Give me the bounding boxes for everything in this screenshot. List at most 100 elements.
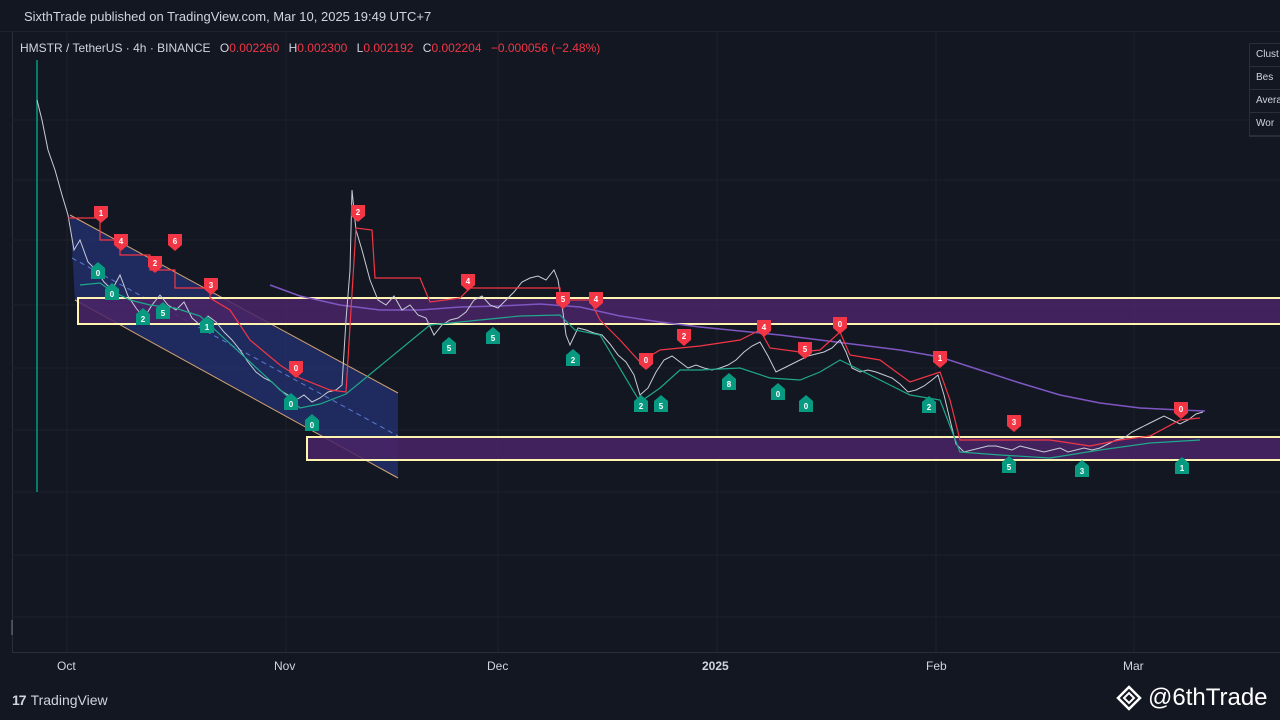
sell-marker: 3 — [1007, 415, 1021, 432]
sell-marker-label: 5 — [803, 345, 808, 354]
buy-marker-label: 0 — [289, 400, 294, 409]
cluster-stats-table: Clust Bes Avera Wor — [1249, 43, 1280, 137]
low-value: 0.002192 — [363, 41, 414, 55]
low-label: L — [356, 41, 364, 55]
sell-marker-label: 0 — [294, 364, 299, 373]
buy-marker: 8 — [722, 373, 736, 390]
buy-marker: 0 — [771, 383, 785, 400]
tradingview-logo[interactable]: 17 TradingView — [12, 692, 108, 708]
sell-marker: 4 — [589, 292, 603, 309]
sell-signal-markers: 1 4 6 2 3 0 2 4 5 4 0 2 4 5 0 1 3 0 — [94, 205, 1188, 432]
sell-marker-label: 3 — [1012, 418, 1017, 427]
buy-marker-label: 8 — [727, 380, 732, 389]
sell-marker-label: 0 — [644, 356, 649, 365]
publish-info: SixthTrade published on TradingView.com,… — [24, 9, 432, 24]
stats-row: Wor — [1250, 113, 1280, 136]
footer: 17 TradingView @6thTrade — [0, 680, 1280, 720]
stats-row: Clust — [1250, 44, 1280, 67]
buy-marker: 0 — [105, 283, 119, 300]
sell-marker: 5 — [556, 292, 570, 309]
sell-marker: 1 — [933, 351, 947, 368]
buy-marker-label: 5 — [659, 402, 664, 411]
open-value: 0.002260 — [229, 41, 280, 55]
time-axis[interactable]: Oct Nov Dec 2025 Feb Mar — [12, 652, 1280, 681]
buy-marker: 2 — [566, 349, 580, 366]
moving-average-line — [269, 284, 1206, 412]
buy-marker-label: 5 — [491, 334, 496, 343]
sell-marker: 5 — [798, 342, 812, 359]
sell-marker: 0 — [1174, 402, 1188, 419]
close-value: 0.002204 — [431, 41, 482, 55]
time-axis-label: Feb — [926, 659, 947, 673]
price-line — [36, 99, 1204, 453]
time-axis-label: Oct — [57, 659, 76, 673]
tradingview-brand-text: TradingView — [30, 692, 108, 708]
sell-marker-label: 4 — [594, 295, 599, 304]
stats-row: Avera — [1250, 90, 1280, 113]
sell-marker: 4 — [757, 320, 771, 337]
top-bar: SixthTrade published on TradingView.com,… — [0, 0, 1280, 32]
trailing-stop-bear-line — [68, 217, 1201, 447]
buy-marker-label: 0 — [310, 421, 315, 430]
author-handle-text: @6thTrade — [1148, 684, 1268, 711]
symbol-info[interactable]: HMSTR / TetherUS · 4h · BINANCE — [20, 41, 211, 55]
buy-marker-label: 5 — [161, 309, 166, 318]
sell-marker: 4 — [461, 274, 475, 291]
sell-marker-label: 0 — [838, 320, 843, 329]
buy-marker-label: 2 — [571, 356, 576, 365]
buy-signal-markers: 0 0 2 5 1 0 0 5 5 2 2 5 8 0 0 2 5 3 1 — [91, 262, 1189, 477]
sell-marker: 1 — [94, 206, 108, 223]
buy-marker-label: 5 — [447, 344, 452, 353]
buy-marker: 2 — [634, 395, 648, 412]
sell-marker: 4 — [114, 234, 128, 251]
buy-marker-label: 5 — [1007, 463, 1012, 472]
buy-marker-label: 1 — [205, 323, 210, 332]
diamond-icon — [1116, 685, 1142, 711]
buy-marker-label: 0 — [96, 269, 101, 278]
buy-marker-label: 0 — [804, 402, 809, 411]
sell-marker: 2 — [677, 329, 691, 346]
buy-marker-label: 2 — [927, 403, 932, 412]
buy-marker: 0 — [91, 262, 105, 279]
sell-marker: 2 — [148, 256, 162, 273]
sell-marker-label: 4 — [762, 323, 767, 332]
sell-marker-label: 0 — [1179, 405, 1184, 414]
resistance-zone — [77, 297, 1280, 325]
buy-marker-label: 2 — [639, 402, 644, 411]
time-axis-label: Mar — [1123, 659, 1144, 673]
time-axis-label: Dec — [487, 659, 509, 673]
buy-marker-label: 0 — [776, 390, 781, 399]
buy-marker-label: 1 — [1180, 464, 1185, 473]
buy-marker: 0 — [305, 414, 319, 431]
buy-marker: 0 — [799, 395, 813, 412]
buy-marker: 5 — [442, 337, 456, 354]
sell-marker: 0 — [833, 317, 847, 334]
sell-marker: 6 — [168, 234, 182, 251]
time-axis-label: Nov — [274, 659, 296, 673]
sell-marker-label: 2 — [682, 332, 687, 341]
buy-marker: 2 — [136, 308, 150, 325]
close-label: C — [422, 41, 432, 55]
price-change: −0.000056 (−2.48%) — [490, 41, 601, 55]
buy-marker: 0 — [284, 393, 298, 410]
buy-marker: 1 — [1175, 457, 1189, 474]
sell-marker: 2 — [351, 205, 365, 222]
buy-marker: 5 — [654, 395, 668, 412]
stats-row: Bes — [1250, 67, 1280, 90]
sell-marker-label: 1 — [938, 354, 943, 363]
sell-marker: 0 — [639, 353, 653, 370]
buy-marker: 2 — [922, 396, 936, 413]
tradingview-logo-icon: 17 — [12, 692, 27, 708]
sell-marker-label: 3 — [209, 281, 214, 290]
sell-marker-label: 4 — [119, 237, 124, 246]
ohlc-legend: HMSTR / TetherUS · 4h · BINANCE O0.00226… — [20, 41, 600, 55]
channel-mid-line — [71, 257, 399, 437]
buy-marker: 1 — [200, 316, 214, 333]
buy-marker-label: 2 — [141, 315, 146, 324]
high-value: 0.002300 — [297, 41, 348, 55]
buy-marker-label: 3 — [1080, 467, 1085, 476]
sell-marker-label: 5 — [561, 295, 566, 304]
sell-marker-label: 2 — [356, 208, 361, 217]
support-zone — [306, 436, 1280, 461]
